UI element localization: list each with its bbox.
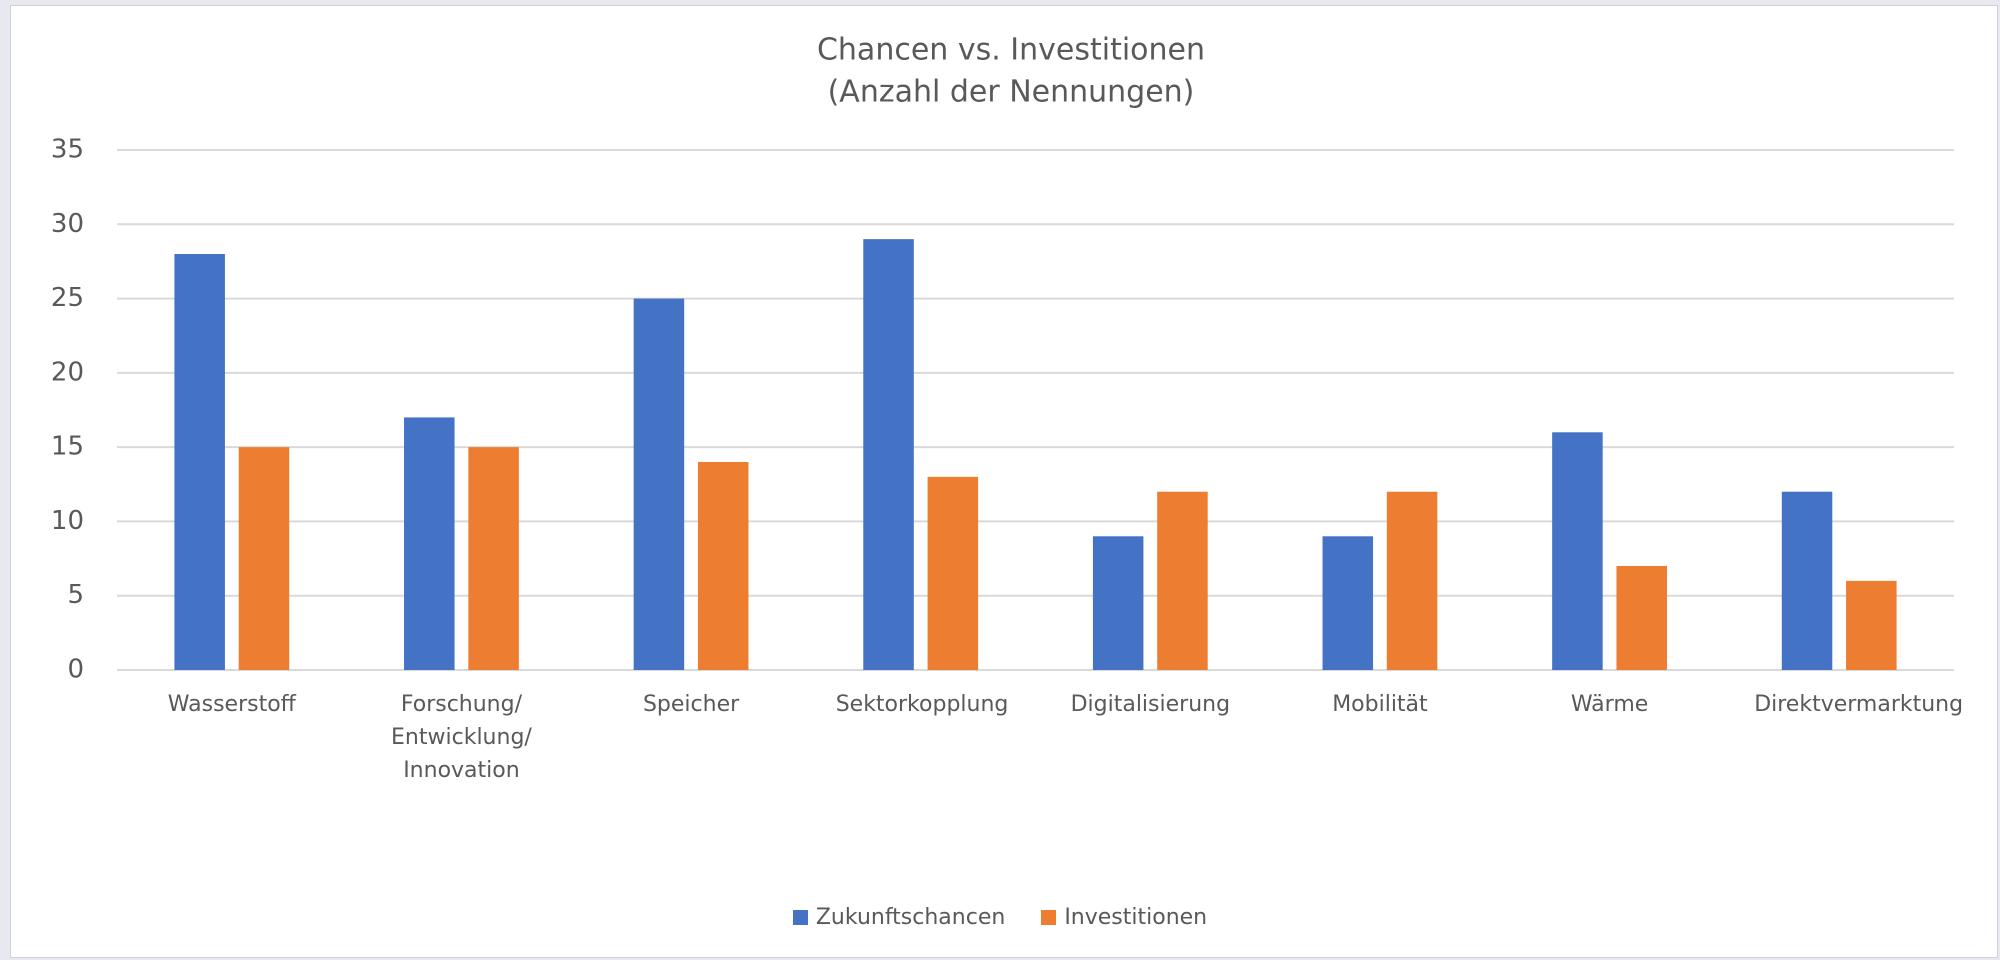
legend: Zukunftschancen Investitionen [0,905,2000,930]
x-tick-label: Wärme [1570,692,1649,717]
x-tick-label: Sektorkopplung [835,692,1009,717]
chart-subtitle: (Anzahl der Nennungen) [828,75,1195,110]
legend-label: Zukunftschancen [815,905,1006,930]
y-tick-label: 0 [67,655,84,685]
y-tick-label: 20 [51,357,84,387]
bar [238,447,290,670]
legend-swatch [1041,910,1057,925]
legend-swatch [792,910,808,925]
bar [1322,536,1374,670]
y-tick-label: 15 [51,432,84,462]
y-tick-label: 10 [51,506,84,536]
bar [927,476,979,670]
bar [1092,536,1144,670]
bar [1616,566,1667,670]
bar [1386,491,1438,670]
x-tick-label: Digitalisierung [1070,692,1231,717]
chart-title: Chancen vs. Investitionen [817,33,1205,68]
bar [1552,432,1603,670]
x-tick-label: Forschung/ Entwicklung/ Innovation [391,692,532,783]
bar [468,447,519,670]
bar [1157,491,1208,670]
bar [1781,491,1833,670]
y-tick-label: 30 [51,209,84,239]
bar [174,254,225,670]
legend-item: Zukunftschancen [792,905,1006,930]
x-tick-label: Wasserstoff [167,692,296,717]
bar [697,462,749,670]
y-tick-label: 25 [51,283,84,313]
x-tick-label: Direktvermarktung [1754,692,1964,717]
bar [863,239,914,670]
x-tick-label: Mobilität [1332,692,1428,717]
chart-frame [10,5,1998,958]
bar [404,417,455,670]
y-tick-label: 35 [51,135,84,165]
legend-item: Investitionen [1041,905,1207,930]
bar [1846,580,1897,670]
legend-label: Investitionen [1064,905,1208,930]
bar [633,298,685,670]
y-tick-label: 5 [67,580,84,610]
x-tick-label: Speicher [642,692,740,717]
